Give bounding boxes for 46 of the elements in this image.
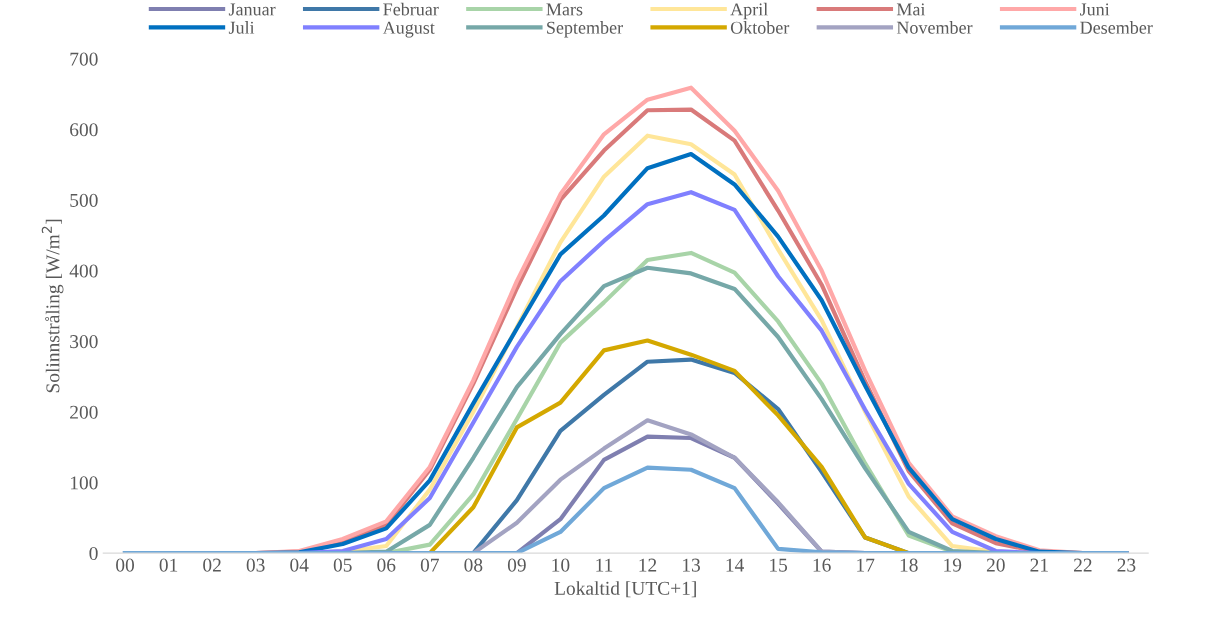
x-tick-label: 01 [159, 558, 178, 572]
y-tick-label: 600 [70, 123, 98, 137]
x-tick-label: 02 [203, 558, 221, 572]
y-tick-label: 700 [70, 52, 98, 66]
y-tick-label: 200 [70, 405, 98, 419]
x-tick-label: 11 [596, 558, 613, 572]
x-tick-label: 14 [726, 558, 744, 572]
y-axis-title: Solinnstråling [W/m$^{2}$] [41, 219, 64, 393]
legend-label: Januar [228, 3, 276, 16]
legend-label: Juni [1080, 3, 1110, 16]
legend-label: Februar [383, 2, 439, 16]
y-tick-label: 300 [70, 335, 98, 349]
x-tick-label: 08 [464, 558, 483, 572]
x-tick-label: 04 [290, 558, 309, 572]
legend-label: Mai [896, 3, 926, 16]
x-tick-label: 12 [639, 558, 657, 572]
x-axis-title: Lokaltid [UTC+1] [554, 581, 696, 598]
y-tick-label: 500 [70, 193, 98, 207]
x-tick-label: 18 [900, 558, 918, 572]
legend-label: Oktober [730, 21, 790, 34]
x-tick-label: 15 [770, 558, 788, 572]
x-tick-label: 05 [333, 558, 352, 572]
x-tick-label: 23 [1117, 558, 1136, 572]
x-tick-label: 10 [552, 558, 570, 572]
x-tick-label: 03 [246, 558, 265, 572]
x-tick-label: 22 [1074, 558, 1092, 572]
x-tick-label: 09 [507, 558, 526, 572]
legend-label: September [547, 21, 623, 38]
legend-label: November [896, 21, 973, 34]
y-tick-label: 0 [89, 546, 98, 561]
x-tick-label: 00 [116, 558, 135, 572]
legend-label: Mars [546, 3, 583, 16]
legend-label: Juli [228, 21, 255, 34]
x-tick-label: 21 [1030, 558, 1048, 572]
x-tick-label: 16 [813, 558, 831, 572]
x-tick-label: 13 [683, 558, 700, 572]
legend-label: Desember [1080, 21, 1153, 34]
legend-label: August [382, 21, 435, 38]
x-tick-label: 06 [377, 558, 396, 572]
legend-label: April [730, 2, 768, 20]
y-tick-label: 100 [70, 476, 98, 490]
y-tick-label: 400 [69, 264, 98, 278]
x-tick-label: 19 [944, 558, 962, 572]
x-tick-label: 17 [857, 558, 875, 572]
x-tick-label: 20 [986, 558, 1005, 572]
x-tick-label: 07 [420, 558, 439, 572]
